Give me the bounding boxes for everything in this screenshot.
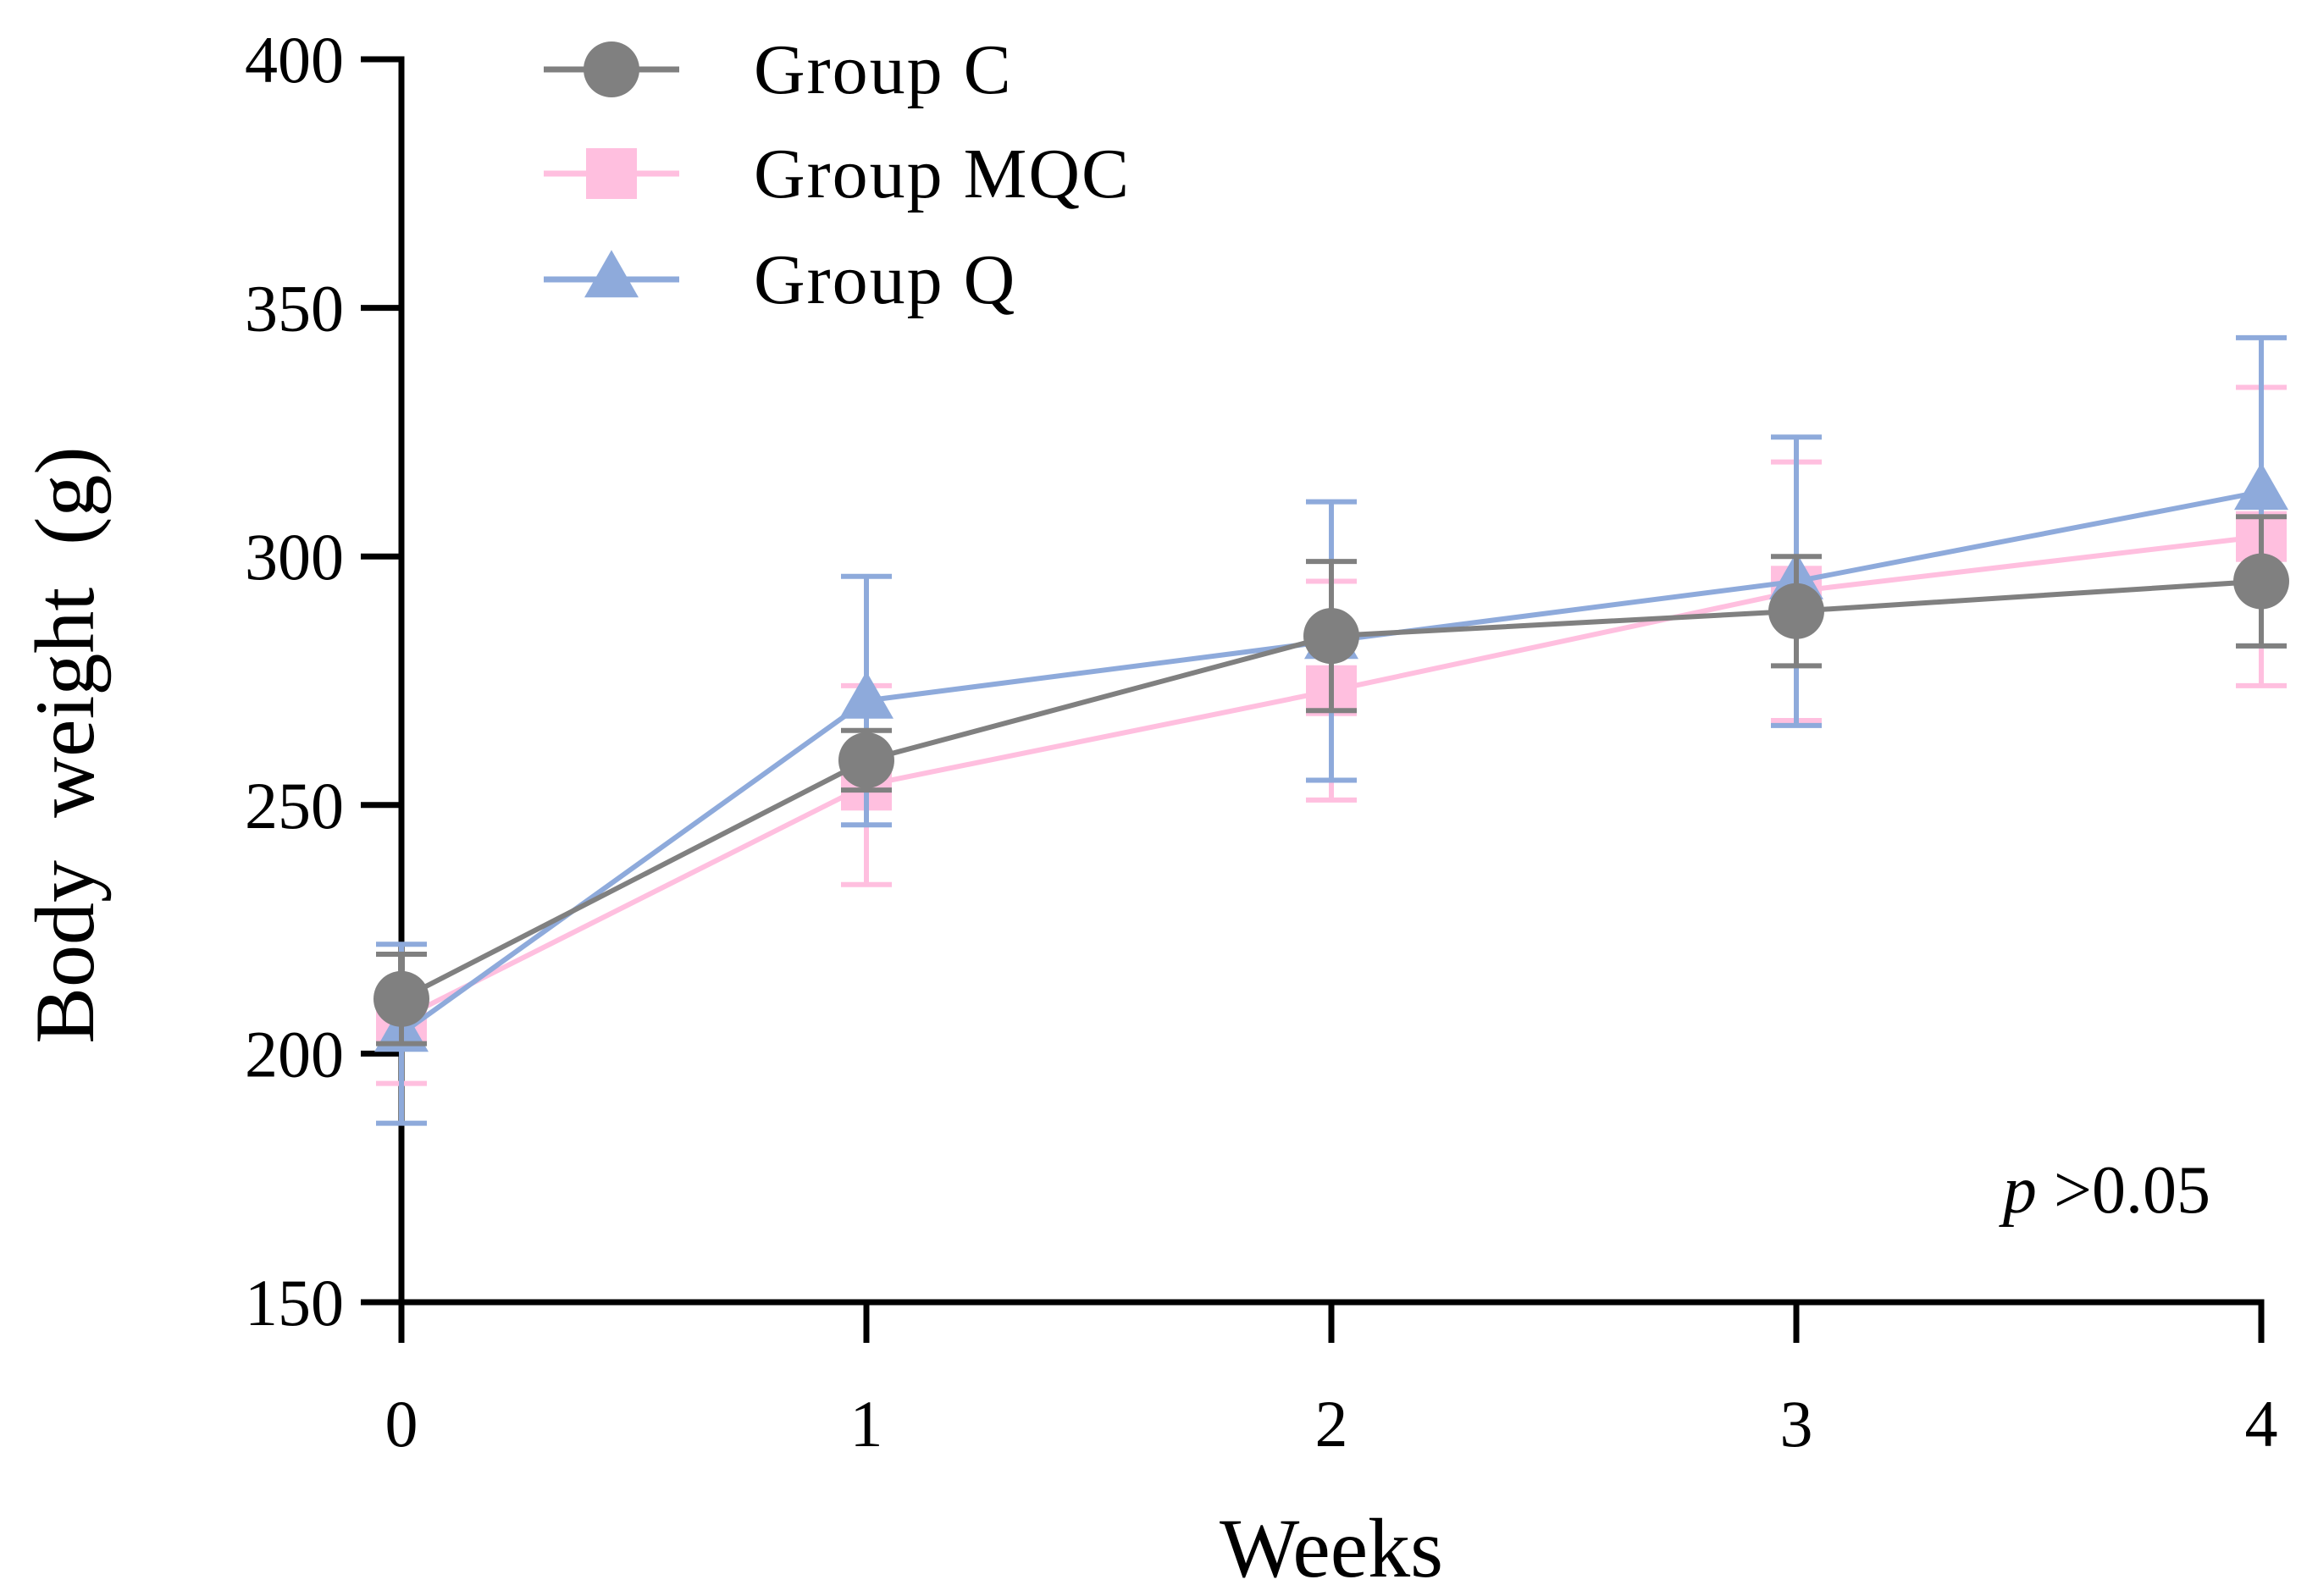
y-tick-label: 250 <box>245 769 344 842</box>
y-axis-title: Body weight (g) <box>18 446 112 1043</box>
data-point <box>839 671 893 719</box>
data-point <box>2233 553 2289 610</box>
series-group-q <box>374 334 2288 1126</box>
p-value-annotation: p >0.05 <box>1999 1153 2210 1228</box>
x-tick-label: 1 <box>850 1387 883 1461</box>
legend-item: Group Q <box>544 240 1016 319</box>
legend-marker <box>586 148 637 199</box>
legend-label: Group MQC <box>754 135 1131 213</box>
x-tick-label: 4 <box>2245 1387 2278 1461</box>
data-point <box>1768 583 1824 639</box>
axis-ticks: 150 200 250 300 350 400 0 1 2 3 4 <box>245 23 2278 1461</box>
series-group-c <box>373 514 2289 1047</box>
legend-item: Group MQC <box>544 135 1131 213</box>
y-tick-label: 300 <box>245 520 344 594</box>
legend-marker <box>584 250 639 298</box>
x-tick-label: 3 <box>1780 1387 1813 1461</box>
p-threshold: >0.05 <box>2037 1153 2210 1228</box>
x-tick-label: 0 <box>385 1387 418 1461</box>
y-tick-label: 150 <box>245 1266 344 1339</box>
y-tick-label: 400 <box>245 23 344 97</box>
data-point <box>1303 608 1359 665</box>
series-layer <box>373 334 2289 1126</box>
legend-marker <box>584 41 639 97</box>
x-tick-label: 2 <box>1315 1387 1348 1461</box>
data-point <box>2234 462 2288 511</box>
p-symbol: p <box>1999 1153 2037 1228</box>
y-tick-label: 200 <box>245 1017 344 1091</box>
x-axis-title: Weeks <box>1220 1501 1443 1595</box>
data-point <box>373 970 429 1027</box>
legend-item: Group C <box>544 30 1013 109</box>
y-tick-label: 350 <box>245 272 344 345</box>
data-point <box>838 732 894 788</box>
legend-label: Group Q <box>754 240 1016 319</box>
legend: Group C Group MQC Group Q <box>544 30 1131 319</box>
legend-label: Group C <box>754 30 1013 109</box>
